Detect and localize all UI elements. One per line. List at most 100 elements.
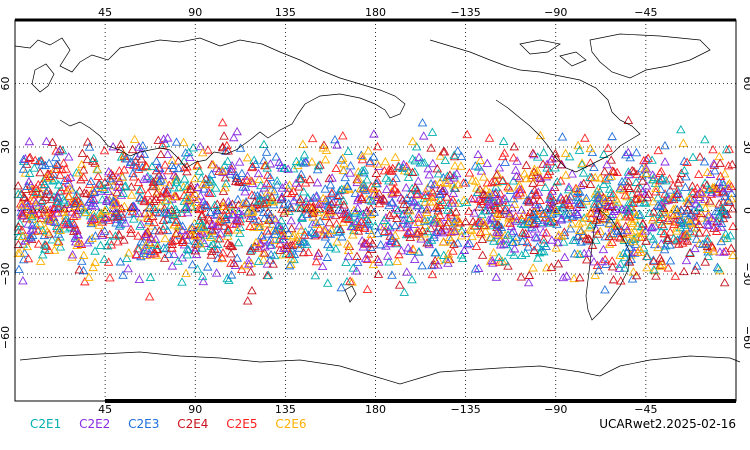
- observation-marker: [362, 205, 372, 215]
- observation-marker: [403, 166, 414, 176]
- observation-marker: [473, 263, 484, 272]
- observation-marker: [691, 199, 701, 208]
- observation-marker: [382, 251, 393, 260]
- observation-marker: [716, 218, 727, 227]
- observation-marker: [673, 178, 684, 187]
- observation-marker: [491, 182, 501, 191]
- observation-marker: [662, 235, 673, 244]
- observation-marker: [708, 144, 718, 154]
- observation-marker: [452, 238, 463, 247]
- observation-marker: [51, 221, 62, 230]
- observation-marker: [340, 172, 350, 182]
- observation-marker: [369, 129, 379, 138]
- observation-marker: [245, 246, 256, 255]
- observation-marker: [414, 209, 424, 218]
- observation-marker: [536, 246, 547, 255]
- observation-marker: [617, 176, 627, 186]
- observation-marker: [318, 193, 328, 202]
- observation-marker: [167, 261, 178, 270]
- scandinavia-coastline: [31, 63, 55, 93]
- observation-marker: [230, 176, 241, 186]
- observation-marker: [566, 218, 577, 228]
- observation-marker: [626, 250, 636, 259]
- observation-marker: [307, 157, 317, 166]
- observation-marker: [312, 219, 323, 228]
- observation-marker: [529, 245, 539, 254]
- observation-marker: [372, 141, 383, 151]
- observation-marker: [63, 191, 74, 200]
- observation-marker: [90, 158, 100, 167]
- observation-marker: [647, 155, 657, 164]
- observation-marker: [627, 165, 637, 175]
- observation-marker: [609, 166, 619, 176]
- observation-marker: [711, 206, 721, 216]
- eurasia-coastline: [14, 37, 406, 169]
- observation-marker: [225, 169, 236, 178]
- observation-marker: [136, 251, 146, 261]
- observation-marker: [720, 191, 730, 201]
- observation-marker: [250, 159, 261, 168]
- observation-marker: [517, 250, 527, 259]
- observation-marker: [649, 265, 659, 274]
- observation-marker: [449, 226, 460, 235]
- observation-marker: [411, 142, 422, 151]
- observation-marker: [335, 185, 345, 195]
- observation-marker: [74, 186, 85, 195]
- observation-marker: [151, 194, 161, 203]
- observation-marker: [535, 173, 546, 183]
- observation-marker: [278, 234, 288, 244]
- observation-marker: [22, 241, 33, 251]
- observation-marker: [265, 209, 275, 219]
- observation-marker: [710, 166, 720, 175]
- observation-marker: [143, 213, 153, 222]
- observation-marker: [407, 136, 418, 146]
- observation-marker: [90, 231, 101, 240]
- observation-marker: [559, 210, 570, 219]
- observation-marker: [438, 237, 449, 246]
- observation-marker: [227, 199, 238, 208]
- observation-marker: [617, 204, 627, 213]
- observation-marker: [681, 208, 691, 218]
- observation-marker: [294, 243, 305, 252]
- observation-marker: [262, 226, 272, 235]
- observation-marker: [89, 211, 100, 221]
- observation-marker: [294, 221, 305, 230]
- observation-marker: [160, 233, 170, 243]
- observation-marker: [501, 239, 511, 249]
- observation-marker: [401, 267, 412, 276]
- observation-marker: [166, 205, 177, 214]
- observation-marker: [528, 263, 538, 272]
- observation-marker: [183, 194, 194, 203]
- observation-marker: [565, 224, 576, 233]
- observation-marker: [422, 183, 433, 192]
- observation-marker: [416, 234, 426, 243]
- observation-marker: [417, 118, 428, 127]
- observation-marker: [464, 168, 475, 177]
- observation-marker: [266, 249, 276, 259]
- observation-marker: [251, 237, 261, 247]
- arctic-islands-coastline: [519, 39, 587, 67]
- observation-marker: [307, 219, 318, 228]
- observation-marker: [494, 195, 505, 204]
- observation-marker: [484, 133, 495, 142]
- observation-marker: [96, 211, 106, 220]
- observation-marker: [283, 198, 294, 208]
- observation-marker: [449, 239, 459, 248]
- observation-marker: [676, 168, 687, 177]
- observation-marker: [426, 143, 436, 152]
- observation-marker: [714, 210, 724, 219]
- observation-marker: [426, 235, 437, 244]
- observation-marker: [548, 201, 558, 211]
- observation-marker: [655, 175, 665, 185]
- observation-marker: [672, 204, 682, 214]
- observation-marker: [564, 182, 574, 191]
- observation-marker: [702, 234, 713, 243]
- observation-marker: [517, 214, 527, 223]
- observation-marker: [704, 196, 715, 205]
- observation-marker: [139, 149, 150, 158]
- observation-marker: [653, 200, 663, 209]
- observation-marker: [358, 209, 369, 218]
- observation-marker: [88, 262, 98, 272]
- observation-marker: [314, 223, 325, 233]
- legend-item-c2e2: C2E2: [79, 417, 111, 431]
